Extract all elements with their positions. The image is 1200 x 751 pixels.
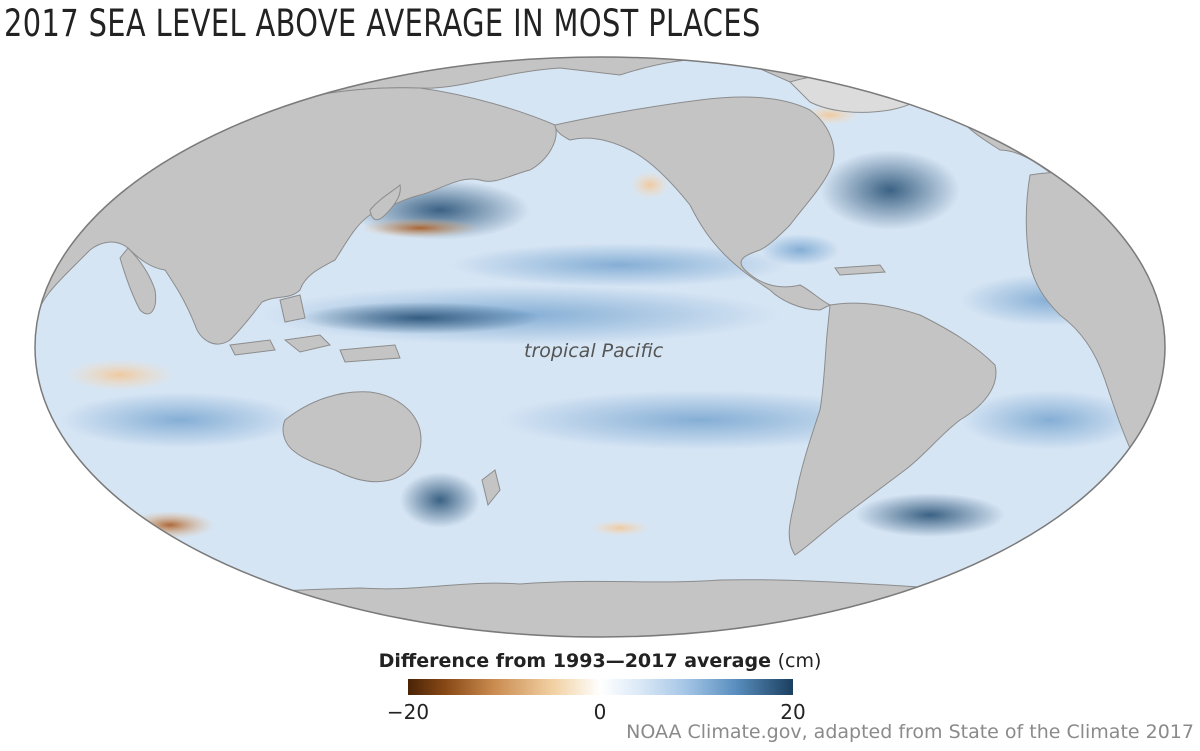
new-zealand [481,469,501,507]
colorbar-tick-max: 20 [780,700,806,724]
colorbar-tick-zero: 0 [593,700,607,724]
north-america [554,96,835,311]
legend-title-text: Difference from 1993—2017 average [378,650,771,672]
legend-title: Difference from 1993—2017 average (cm) [0,650,1200,672]
indonesia [229,294,401,363]
legend-unit: (cm) [777,650,822,672]
india [119,247,157,315]
globe-outline [34,56,1166,638]
caribbean [834,264,886,276]
australia [282,391,422,483]
colorbar [408,679,793,695]
japan [369,184,401,221]
map-title: 2017 SEA LEVEL ABOVE AVERAGE IN MOST PLA… [4,2,761,45]
colorbar-tick-min: −20 [386,700,430,724]
south-america [788,302,997,556]
map-annotation: tropical Pacific [524,340,664,362]
credit-text: NOAA Climate.gov, adapted from State of … [626,721,1194,743]
